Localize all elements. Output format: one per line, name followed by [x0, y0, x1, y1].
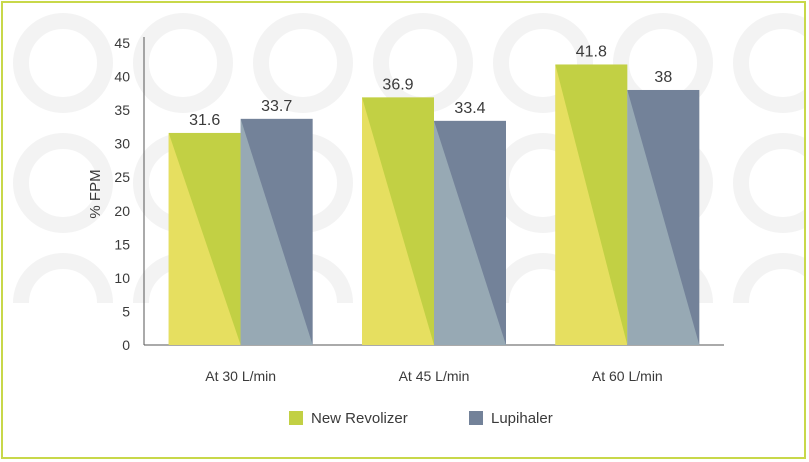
- data-label: 33.7: [261, 98, 292, 115]
- bar-highlight-shape: [168, 132, 241, 345]
- y-tick-label: 40: [114, 69, 130, 85]
- data-label: 31.6: [189, 112, 220, 129]
- legend-swatch-lupihaler: [469, 411, 483, 425]
- bar-highlight-shape: [627, 89, 700, 345]
- x-tick-label: At 45 L/min: [399, 368, 470, 384]
- bar-highlight-shape: [555, 64, 628, 345]
- bar-highlight-shape: [240, 118, 313, 345]
- x-tick-label: At 30 L/min: [205, 368, 276, 384]
- bar-chart: 0 5 10 15 20 25 30 35 40 45 % FPM 31.6 33.7 At 30 L/…: [3, 3, 804, 427]
- y-tick-label: 0: [122, 337, 130, 353]
- y-tick-label: 15: [114, 236, 130, 252]
- data-label: 41.8: [576, 43, 607, 60]
- legend-swatch-new-revolizer: [289, 411, 303, 425]
- data-label: 33.4: [454, 100, 485, 117]
- x-tick-label: At 60 L/min: [592, 368, 663, 384]
- bar-highlight-shape: [362, 97, 434, 345]
- bar-highlight-shape: [434, 120, 506, 345]
- y-tick-label: 25: [114, 169, 130, 185]
- data-label: 36.9: [382, 76, 413, 93]
- y-axis-label: % FPM: [87, 169, 104, 218]
- data-label: 38: [654, 69, 672, 86]
- y-tick-label: 20: [114, 203, 130, 219]
- y-tick-label: 35: [114, 102, 130, 118]
- y-tick-label: 5: [122, 303, 130, 319]
- y-tick-label: 30: [114, 136, 130, 152]
- y-tick-label: 45: [114, 35, 130, 51]
- legend-label: Lupihaler: [491, 410, 553, 427]
- y-tick-label: 10: [114, 270, 130, 286]
- legend-label: New Revolizer: [311, 410, 408, 427]
